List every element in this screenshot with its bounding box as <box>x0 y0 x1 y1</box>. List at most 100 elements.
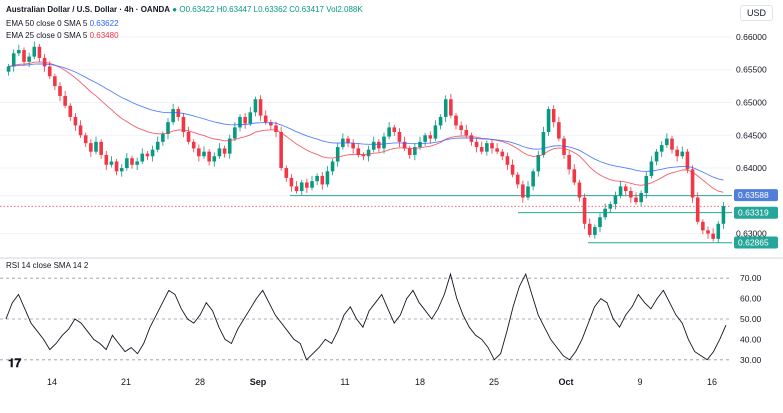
candle-body <box>202 151 206 157</box>
rsi-tick-label: 50.00 <box>740 314 762 324</box>
candle-body <box>479 147 484 152</box>
candle-body <box>608 204 613 209</box>
candle-body <box>531 171 535 187</box>
candle-body <box>433 125 438 139</box>
time-tick-label: 9 <box>637 377 642 387</box>
rsi-legend[interactable]: RSI 14 close SMA 14 2 <box>6 261 88 270</box>
ohlc-close: C0.63417 <box>289 5 324 14</box>
time-tick-label: Sep <box>250 377 267 387</box>
price-tick-label: 0.64000 <box>736 163 767 173</box>
candle-body <box>289 177 294 187</box>
ema50-legend[interactable]: EMA 50 close 0 SMA 5 0.63622 <box>6 19 119 28</box>
candle-body <box>567 154 571 170</box>
candle-body <box>78 125 83 136</box>
time-axis: 14 21 28 Sep 11 18 25 Oct 9 16 <box>47 377 717 387</box>
ema50-value: 0.63622 <box>89 19 119 28</box>
candle-body <box>125 158 129 169</box>
candle-body <box>387 127 391 137</box>
ema25-line <box>8 61 724 193</box>
candle-body <box>587 223 592 235</box>
grid <box>0 36 783 259</box>
price-axis: 0.66000 0.65500 0.65000 0.64500 0.64000 0.635… <box>734 32 778 249</box>
candle-body <box>305 182 309 188</box>
candle-body <box>6 66 11 72</box>
candle-body <box>572 169 577 183</box>
candle-body <box>145 153 150 157</box>
candle-body <box>83 135 88 144</box>
candle-body <box>490 143 494 149</box>
candle-body <box>562 138 566 155</box>
ohlc-low: L0.63362 <box>253 5 288 14</box>
candle-body <box>469 135 474 142</box>
ohlc-high: H0.63447 <box>216 5 252 14</box>
candle-body <box>104 154 109 165</box>
candle-body <box>361 154 366 157</box>
candle-body <box>217 148 222 157</box>
price-tick-label: 0.64500 <box>736 130 767 140</box>
candle-body <box>510 164 515 175</box>
candle-body <box>515 174 520 185</box>
candle-body <box>546 109 551 132</box>
candle-body <box>58 86 62 96</box>
rsi-axis: 70.00 60.00 50.00 40.00 30.00 <box>740 273 762 365</box>
candle-body <box>495 148 499 152</box>
ema50-line <box>8 63 724 181</box>
price-marker-label: 0.63319 <box>738 208 769 218</box>
candle-body <box>634 197 638 203</box>
time-tick-label: Oct <box>558 377 573 387</box>
candle-body <box>366 149 371 157</box>
candle-body <box>526 186 530 198</box>
candle-body <box>618 186 623 196</box>
candle-body <box>63 95 67 106</box>
price-marker-label: 0.62865 <box>738 237 769 247</box>
candle-body <box>207 151 211 162</box>
candle-body <box>371 141 376 150</box>
candle-body <box>233 127 237 139</box>
candle-body <box>346 138 350 144</box>
candle-body <box>500 151 505 157</box>
candle-body <box>551 109 556 123</box>
candle-body <box>89 143 93 152</box>
candle-body <box>320 175 325 185</box>
rsi-label: RSI 14 close SMA 14 2 <box>6 261 89 270</box>
rsi-line <box>5 272 727 361</box>
candle-body <box>459 125 463 131</box>
ema50-label: EMA 50 close 0 SMA 5 <box>6 19 88 28</box>
candle-body <box>253 99 258 113</box>
candle-body <box>140 153 145 162</box>
candle-body <box>212 156 217 162</box>
status-dot-icon: ● <box>172 5 178 14</box>
currency-selector[interactable]: USD <box>739 5 773 21</box>
price-tick-label: 0.66000 <box>736 32 767 42</box>
price-marker: 0.63588 <box>734 189 778 202</box>
candle-body <box>315 175 319 182</box>
candle-body <box>191 141 196 149</box>
candle-body <box>197 148 201 157</box>
candle-body <box>413 147 417 155</box>
ema25-legend[interactable]: EMA 25 close 0 SMA 5 0.63480 <box>6 31 119 40</box>
candle-body <box>109 161 114 165</box>
candle-body <box>464 130 469 136</box>
ema25-value: 0.63480 <box>89 31 119 40</box>
candle-body <box>629 191 633 198</box>
price-marker-bg <box>734 189 778 202</box>
candle-body <box>27 56 31 62</box>
candle-body <box>294 186 299 191</box>
price-marker-bg <box>734 206 778 219</box>
candle-body <box>274 125 278 132</box>
time-tick-label: 16 <box>707 377 717 387</box>
candle-body <box>351 143 355 149</box>
time-tick-label: 25 <box>489 377 499 387</box>
candle-body <box>32 46 37 57</box>
candle-body <box>181 116 186 132</box>
price-tick-label: 0.63000 <box>736 229 767 239</box>
price-tick-label: 0.65000 <box>736 98 767 108</box>
rsi-pane <box>0 272 732 361</box>
candle-body <box>119 168 124 172</box>
candle-body <box>639 192 643 203</box>
symbol-title[interactable]: Australian Dollar / U.S. Dollar · 4h · O… <box>6 5 171 14</box>
candle-body <box>130 158 134 165</box>
tradingview-logo-icon[interactable]: 𝟏𝟕 <box>8 356 22 370</box>
